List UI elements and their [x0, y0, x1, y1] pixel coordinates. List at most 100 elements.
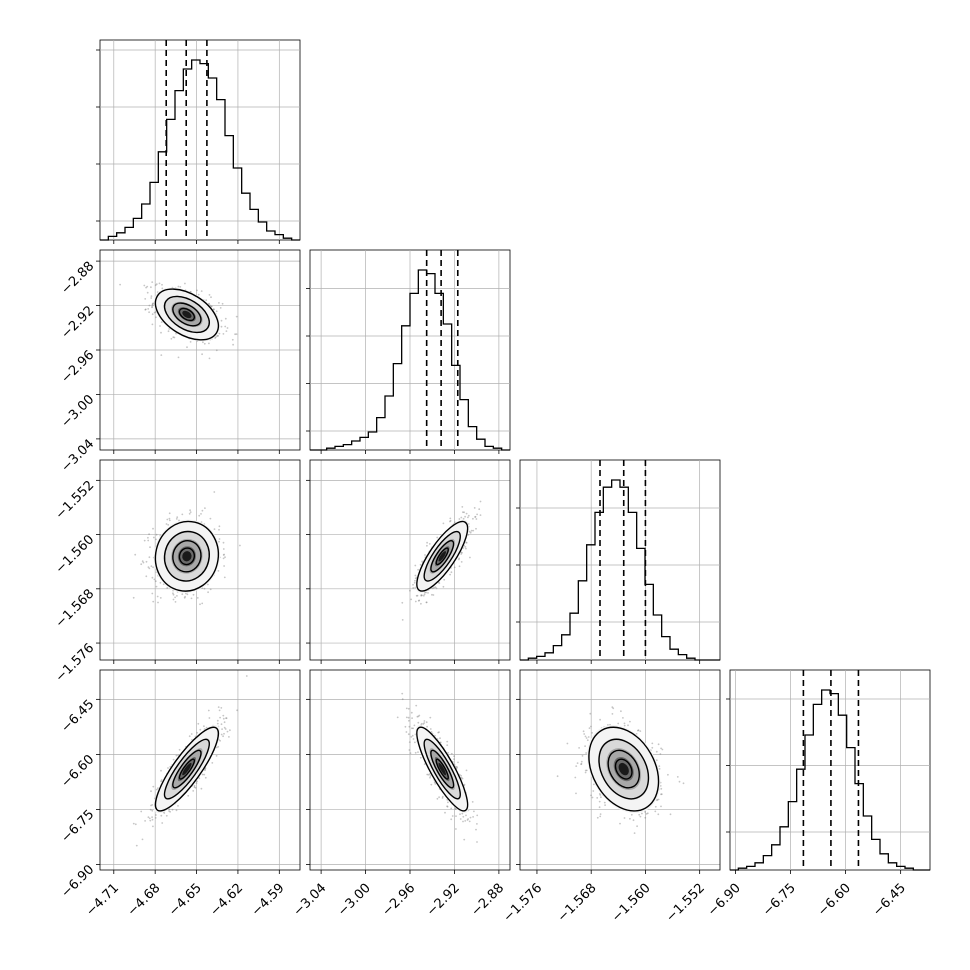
x-tick-label: −6.60 [815, 881, 854, 920]
scatter-point [208, 717, 211, 719]
scatter-point [607, 724, 609, 726]
scatter-point [172, 758, 175, 761]
scatter-point [599, 794, 602, 796]
scatter-point [598, 800, 601, 803]
density-core [182, 551, 192, 562]
scatter-point [179, 286, 182, 288]
scatter-point [152, 536, 155, 539]
scatter-point [426, 725, 428, 728]
scatter-point [439, 741, 442, 744]
scatter-point [604, 804, 606, 806]
scatter-point [224, 556, 226, 559]
scatter-point [660, 793, 663, 796]
y-tick-label: −3.04 [59, 437, 98, 476]
scatter-point [172, 598, 175, 601]
scatter-point [658, 765, 661, 767]
scatter-point [466, 819, 469, 821]
scatter-point [646, 812, 649, 815]
scatter-point [151, 816, 153, 818]
scatter-point [196, 289, 198, 292]
scatter-point [132, 822, 135, 825]
scatter-point [585, 752, 587, 754]
x-tick-label: −4.71 [83, 881, 122, 920]
scatter-point [682, 782, 685, 785]
scatter-point [146, 285, 149, 288]
contour-line-3 [423, 530, 461, 582]
scatter-point [459, 818, 462, 820]
scatter-point [411, 717, 413, 719]
scatter-point [204, 507, 206, 509]
contour-line-4 [416, 726, 469, 812]
scatter-point [151, 302, 154, 305]
scatter-point [420, 594, 423, 597]
scatter-point [143, 284, 146, 287]
scatter-point [222, 541, 225, 544]
scatter-point [223, 565, 225, 567]
histogram-panel-4 [726, 669, 931, 874]
scatter-point [446, 805, 449, 808]
scatter-point [158, 282, 161, 285]
scatter-point [140, 563, 143, 566]
scatter-panel-1-4 [96, 669, 301, 874]
scatter-point [623, 817, 626, 819]
scatter-point [173, 336, 176, 339]
scatter-point [619, 822, 621, 825]
scatter-point [423, 722, 426, 724]
scatter-point [157, 787, 159, 790]
scatter-point [147, 566, 150, 568]
scatter-point [409, 752, 412, 754]
scatter-point [417, 751, 419, 753]
scatter-point [229, 729, 231, 732]
scatter-point [566, 742, 569, 745]
scatter-point [465, 541, 467, 544]
scatter-point [223, 553, 225, 556]
scatter-point [456, 766, 459, 769]
scatter-point [414, 600, 417, 603]
scatter-point [459, 813, 461, 816]
y-tick-label: −1.552 [53, 478, 98, 523]
scatter-point [639, 815, 642, 818]
scatter-point [660, 805, 662, 808]
scatter-point [441, 797, 444, 799]
scatter-point [414, 577, 417, 580]
scatter-point [142, 561, 145, 564]
scatter-point [410, 736, 413, 738]
scatter-point [219, 716, 221, 719]
scatter-point [433, 781, 436, 784]
scatter-point [461, 551, 463, 554]
scatter-point [152, 527, 154, 530]
scatter-point [411, 727, 413, 730]
scatter-point [629, 817, 631, 820]
x-tick-label: −2.92 [424, 881, 463, 920]
scatter-point [465, 541, 468, 544]
scatter-point [201, 773, 204, 776]
scatter-point [473, 507, 476, 509]
scatter-point [167, 330, 170, 333]
scatter-point [220, 723, 223, 726]
scatter-point [436, 797, 439, 800]
y-tick-label: −2.92 [59, 303, 98, 342]
scatter-point [235, 333, 238, 335]
scatter-point [474, 515, 477, 518]
scatter-point [396, 716, 399, 719]
scatter-point [404, 725, 407, 728]
scatter-point [469, 556, 471, 559]
y-tick-label: −6.60 [59, 752, 98, 791]
scatter-point [189, 341, 192, 343]
scatter-point [190, 597, 193, 600]
scatter-point [421, 594, 423, 597]
scatter-point [152, 825, 154, 828]
scatter-point [582, 730, 585, 733]
scatter-point [153, 578, 156, 581]
x-tick-label: −6.75 [760, 881, 799, 920]
scatter-point [160, 779, 163, 781]
scatter-point [408, 741, 411, 743]
scatter-point [425, 601, 428, 604]
scatter-point [220, 707, 223, 709]
scatter-point [216, 335, 219, 337]
scatter-point [638, 813, 641, 816]
scatter-point [411, 734, 414, 737]
scatter-point [239, 544, 241, 547]
scatter-point [151, 592, 154, 595]
scatter-point [644, 816, 647, 819]
